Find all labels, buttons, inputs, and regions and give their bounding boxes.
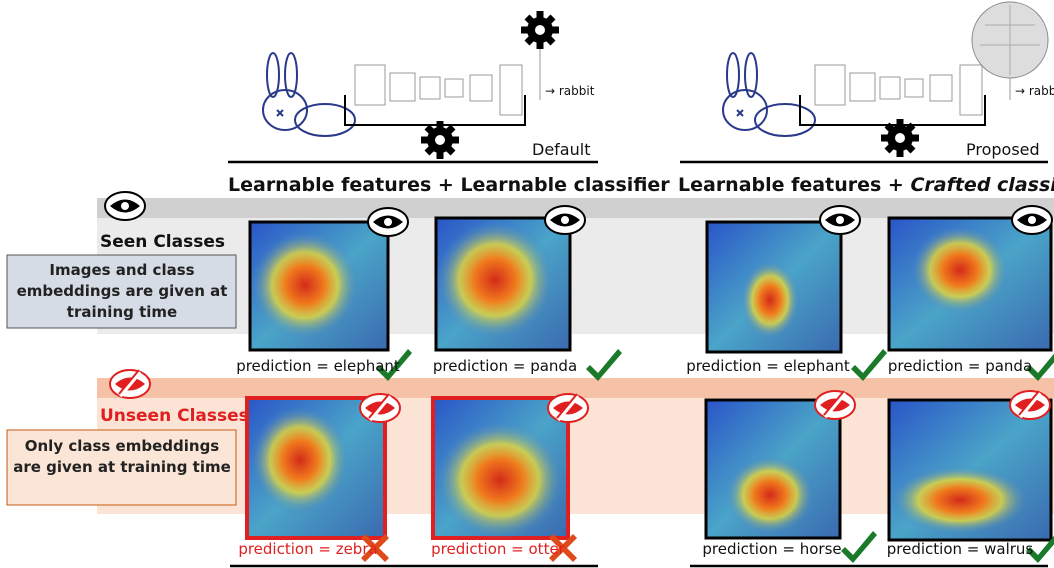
network-output: → rabbit: [1015, 84, 1054, 98]
prediction: prediction = otter: [431, 540, 565, 558]
panel-title: Learnable features + Crafted classifier: [678, 174, 1054, 196]
row-description: Images and class embeddings are given at…: [16, 261, 228, 321]
panel-label: Default: [532, 140, 591, 159]
prediction: prediction = walrus: [886, 540, 1034, 558]
prediction: prediction = panda: [432, 357, 578, 375]
network-output: → rabbit: [545, 84, 595, 98]
row-title: Seen Classes: [100, 232, 225, 252]
prediction: prediction = horse: [702, 540, 842, 558]
prediction: prediction = elephant: [236, 357, 400, 375]
title-emphasis: Crafted classifier: [910, 174, 1054, 196]
prediction: prediction = panda: [887, 357, 1033, 375]
prediction: prediction = elephant: [686, 357, 850, 375]
row-description: Only class embeddings are given at train…: [13, 437, 231, 476]
row-title: Unseen Classes: [100, 406, 249, 426]
panel-label: Proposed: [966, 140, 1040, 159]
title-prefix: Learnable features +: [678, 174, 911, 196]
panel-title: Learnable features + Learnable classifie…: [228, 174, 670, 196]
prediction: prediction = zebra: [238, 540, 378, 558]
